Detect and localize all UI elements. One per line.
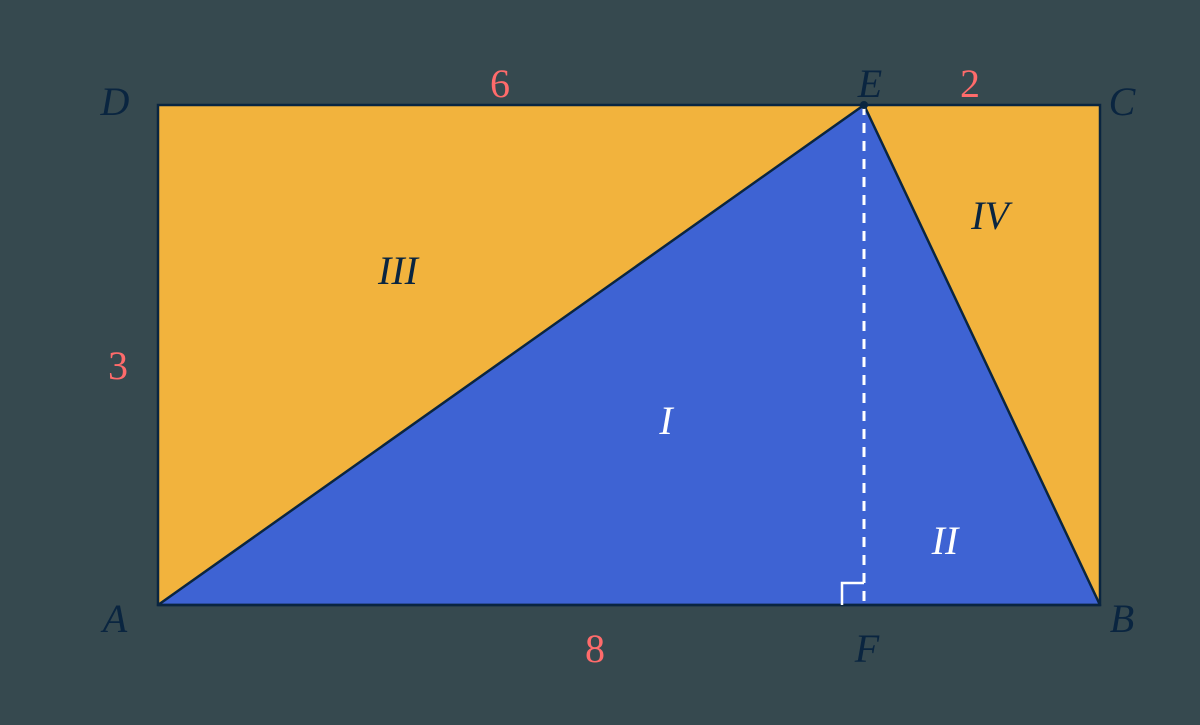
vertex-label-e: E — [857, 61, 882, 106]
vertex-label-b: B — [1110, 596, 1134, 641]
geometry-diagram: ABCDEF6238IIIIIIIV — [0, 0, 1200, 725]
dimension-label-de: 6 — [490, 61, 510, 106]
vertex-label-f: F — [854, 626, 880, 671]
vertex-label-a: A — [100, 596, 128, 641]
region-label-ii: II — [931, 518, 960, 563]
region-label-i: I — [658, 398, 674, 443]
dimension-label-ab: 8 — [585, 626, 605, 671]
vertex-label-d: D — [100, 79, 130, 124]
region-label-iii: III — [377, 248, 420, 293]
vertex-label-c: C — [1109, 79, 1137, 124]
region-label-iv: IV — [970, 193, 1013, 238]
dimension-label-da: 3 — [108, 343, 128, 388]
dimension-label-ec: 2 — [960, 61, 980, 106]
